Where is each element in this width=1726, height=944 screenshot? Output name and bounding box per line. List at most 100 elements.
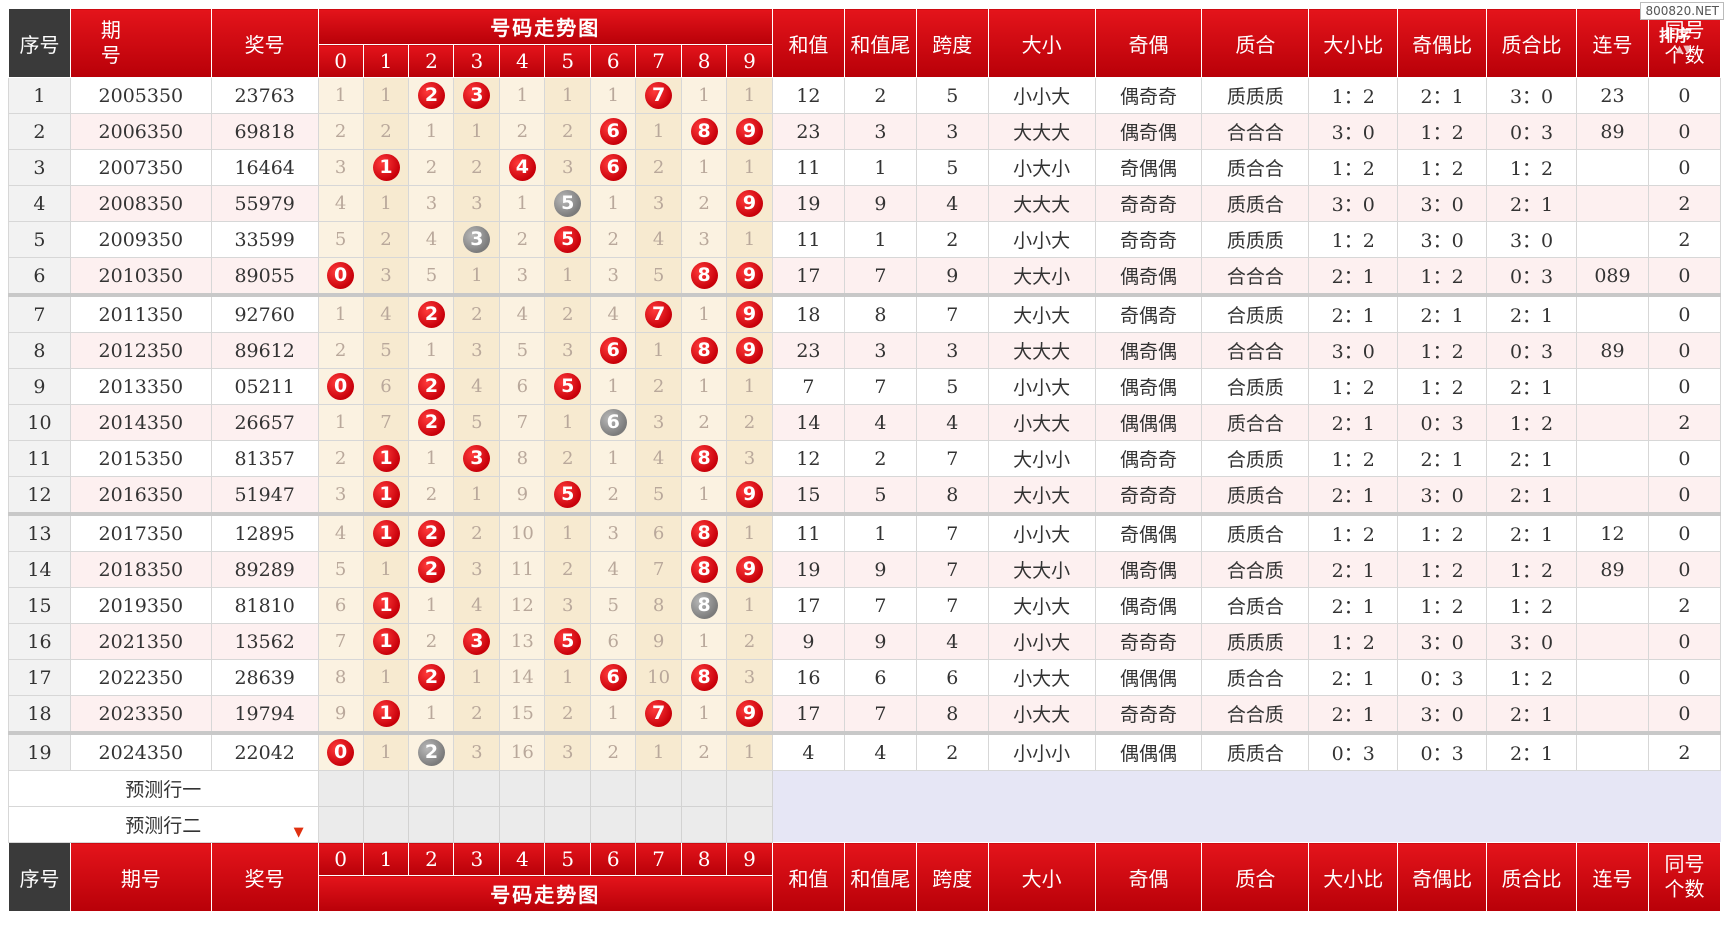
trend-cell: 2 bbox=[408, 476, 455, 516]
footer-digit: 2 bbox=[408, 842, 455, 876]
trend-cell: 3 bbox=[453, 623, 501, 660]
number-ball: 3 bbox=[463, 226, 491, 253]
trend-cell: 3 bbox=[544, 587, 592, 624]
row-span: 7 bbox=[915, 551, 989, 588]
prediction-cell[interactable] bbox=[726, 770, 773, 807]
row-sum-tail: 8 bbox=[843, 294, 917, 333]
arrow-down-icon[interactable]: ▼ bbox=[293, 825, 304, 840]
row-prize: 81810 bbox=[210, 587, 319, 624]
prediction-cell[interactable] bbox=[362, 806, 410, 843]
trend-cell: 5 bbox=[453, 404, 501, 441]
trend-cell: 4 bbox=[590, 294, 637, 333]
prediction-cell[interactable] bbox=[681, 770, 728, 807]
row-size: 大大大 bbox=[987, 332, 1096, 369]
prediction-cell[interactable] bbox=[635, 806, 683, 843]
trend-cell: 1 bbox=[635, 113, 683, 150]
prediction-cell[interactable] bbox=[317, 770, 364, 807]
trend-cell: 9 bbox=[726, 551, 773, 588]
prediction-cell[interactable] bbox=[544, 806, 592, 843]
row-period: 2019350 bbox=[69, 587, 212, 624]
trend-cell: 8 bbox=[635, 587, 683, 624]
row-prime-ratio: 3：0 bbox=[1486, 221, 1577, 258]
number-ball: 2 bbox=[417, 373, 445, 400]
row-period: 2005350 bbox=[69, 77, 212, 114]
row-prime-ratio: 2：1 bbox=[1486, 185, 1577, 222]
row-size-ratio: 1：2 bbox=[1308, 623, 1399, 660]
footer-sum-tail: 和值尾 bbox=[843, 842, 917, 912]
table-row: 11 2015350 81357 2 1 1 3 8 2 1 4 8 3 12 2 7 大小小 偶奇奇 合质质 1：2… bbox=[8, 440, 1722, 477]
row-consecutive bbox=[1576, 404, 1649, 441]
trend-cell: 1 bbox=[681, 368, 728, 405]
row-sum-tail: 7 bbox=[843, 587, 917, 624]
trend-cell: 1 bbox=[635, 332, 683, 369]
number-ball: 5 bbox=[554, 481, 582, 508]
prediction-cell[interactable] bbox=[726, 806, 773, 843]
trend-cell: 1 bbox=[408, 587, 455, 624]
header-period-top: 期 bbox=[100, 18, 121, 42]
header-digit: 2 bbox=[408, 44, 455, 78]
row-consecutive bbox=[1576, 185, 1649, 222]
row-prime: 质质合 bbox=[1201, 476, 1310, 516]
prediction-cell[interactable] bbox=[590, 806, 637, 843]
row-prize: 89289 bbox=[210, 551, 319, 588]
trend-cell: 2 bbox=[590, 476, 637, 516]
row-period: 2010350 bbox=[69, 257, 212, 297]
row-sum-tail: 7 bbox=[843, 695, 917, 735]
row-parity-ratio: 1：2 bbox=[1397, 587, 1488, 624]
trend-cell: 1 bbox=[681, 476, 728, 516]
footer-digit: 3 bbox=[453, 842, 501, 876]
row-sum-tail: 9 bbox=[843, 551, 917, 588]
row-consecutive: 23 bbox=[1576, 77, 1649, 114]
prediction-row: 预测行二 ▼ bbox=[8, 806, 1721, 843]
row-prize: 05211 bbox=[210, 368, 319, 405]
row-same-count: 2 bbox=[1647, 732, 1722, 771]
number-ball: 9 bbox=[736, 481, 764, 508]
number-ball: 1 bbox=[372, 700, 400, 727]
row-parity: 偶偶偶 bbox=[1094, 732, 1203, 771]
prediction-cell[interactable] bbox=[362, 770, 410, 807]
row-size: 大大大 bbox=[987, 185, 1096, 222]
prediction-cell[interactable] bbox=[590, 770, 637, 807]
number-ball: 3 bbox=[463, 82, 491, 109]
prediction-cell[interactable] bbox=[453, 806, 501, 843]
row-size: 小小大 bbox=[987, 77, 1096, 114]
row-size-ratio: 3：0 bbox=[1308, 332, 1399, 369]
row-sum-tail: 6 bbox=[843, 659, 917, 696]
prediction-cell[interactable] bbox=[499, 806, 546, 843]
number-ball: 8 bbox=[690, 592, 718, 619]
row-sum-tail: 5 bbox=[843, 476, 917, 516]
row-size-ratio: 2：1 bbox=[1308, 587, 1399, 624]
prediction-cell[interactable] bbox=[453, 770, 501, 807]
row-sum-tail: 1 bbox=[843, 149, 917, 186]
trend-cell: 7 bbox=[635, 294, 683, 333]
row-size: 大大小 bbox=[987, 551, 1096, 588]
trend-cell: 4 bbox=[453, 368, 501, 405]
prediction-cell[interactable] bbox=[635, 770, 683, 807]
trend-cell: 9 bbox=[726, 185, 773, 222]
trend-cell: 2 bbox=[590, 221, 637, 258]
row-span: 3 bbox=[915, 113, 989, 150]
trend-cell: 2 bbox=[408, 294, 455, 333]
trend-cell: 2 bbox=[544, 695, 592, 735]
trend-cell: 4 bbox=[317, 513, 364, 552]
row-period: 2012350 bbox=[69, 332, 212, 369]
row-sum: 23 bbox=[771, 332, 845, 369]
prediction-cell[interactable] bbox=[681, 806, 728, 843]
row-prime: 质质质 bbox=[1201, 623, 1310, 660]
prediction-cell[interactable] bbox=[317, 806, 364, 843]
row-parity: 奇奇奇 bbox=[1094, 695, 1203, 735]
prediction-cell[interactable] bbox=[544, 770, 592, 807]
trend-cell: 1 bbox=[362, 587, 410, 624]
trend-cell: 1 bbox=[590, 77, 637, 114]
row-period: 2013350 bbox=[69, 368, 212, 405]
prediction-cell[interactable] bbox=[408, 770, 455, 807]
row-prime: 质质合 bbox=[1201, 732, 1310, 771]
prediction-cell[interactable] bbox=[408, 806, 455, 843]
header-size-ratio: 大小比 bbox=[1308, 8, 1399, 78]
row-prime: 合合质 bbox=[1201, 695, 1310, 735]
trend-cell: 7 bbox=[635, 695, 683, 735]
trend-cell: 3 bbox=[726, 440, 773, 477]
trend-cell: 1 bbox=[726, 77, 773, 114]
trend-cell: 1 bbox=[590, 368, 637, 405]
prediction-cell[interactable] bbox=[499, 770, 546, 807]
